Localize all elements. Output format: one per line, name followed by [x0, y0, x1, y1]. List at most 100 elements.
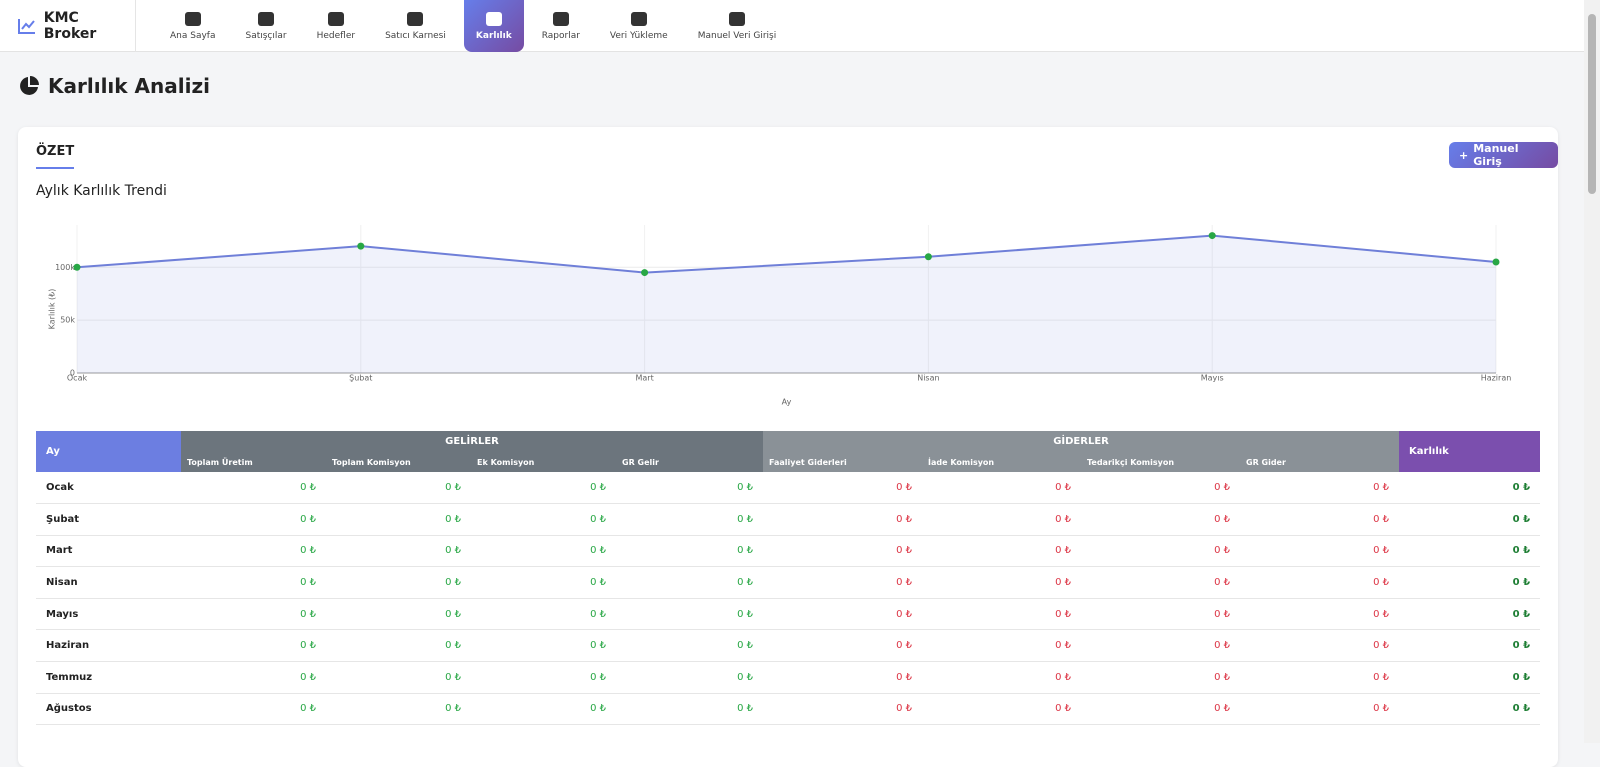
value-cell: 0 ₺	[326, 472, 471, 505]
value-cell: 0 ₺	[1240, 566, 1400, 599]
value-cell: 0 ₺	[616, 598, 763, 631]
month-cell: Şubat	[36, 503, 181, 536]
nav-item[interactable]: Karlılık	[463, 0, 524, 52]
nav-label: Manuel Veri Girişi	[697, 30, 777, 41]
value-cell: 0 ₺	[763, 598, 922, 631]
nav-items: Ana Sayfa Satışçılar Hedefler Satıcı Karnes…	[158, 0, 788, 52]
value-cell: 0 ₺	[922, 566, 1081, 599]
value-cell: 0 ₺	[471, 472, 616, 505]
manual-entry-button[interactable]: + Manuel Giriş	[1449, 142, 1558, 168]
nav-item[interactable]: Raporlar	[530, 0, 592, 52]
nav-label: Satışçılar	[245, 30, 287, 41]
value-cell: 0 ₺	[181, 503, 326, 536]
button-label: Manuel Giriş	[1473, 142, 1519, 168]
month-header: Ay	[36, 431, 181, 472]
month-cell: Nisan	[36, 566, 181, 599]
nav-label: Veri Yükleme	[609, 30, 668, 41]
nav-item[interactable]: Veri Yükleme	[598, 0, 680, 52]
y-axis-title: Karlılık (₺)	[48, 289, 57, 330]
point	[641, 269, 649, 277]
nav-label: Hedefler	[316, 30, 356, 41]
nav-item[interactable]: Hedefler	[305, 0, 367, 52]
value-cell: 0 ₺	[1399, 503, 1541, 536]
value-cell: 0 ₺	[326, 598, 471, 631]
nav-item[interactable]: Satıcı Karnesi	[373, 0, 458, 52]
value-cell: 0 ₺	[1399, 535, 1541, 568]
scrollbar[interactable]	[1584, 0, 1600, 743]
value-cell: 0 ₺	[616, 629, 763, 663]
brand-text: KMC Broker	[43, 10, 97, 42]
table-row: Mart 0 ₺ 0 ₺ 0 ₺ 0 ₺ 0 ₺ 0 ₺ 0 ₺ 0 ₺ 0 ₺	[36, 535, 1541, 568]
value-cell: 0 ₺	[181, 598, 326, 631]
column-header: Toplam Üretim	[181, 452, 326, 472]
value-cell: 0 ₺	[326, 503, 471, 536]
point	[73, 263, 81, 271]
x-tick-label: Ocak	[67, 374, 88, 383]
value-cell: 0 ₺	[616, 535, 763, 568]
tab[interactable]: ÖZET	[36, 144, 75, 169]
nav-label: Satıcı Karnesi	[385, 30, 446, 41]
sub-row: Toplam Üretim Toplam Komisyon Ek Komisyon G…	[36, 452, 1540, 472]
value-cell: 0 ₺	[1081, 629, 1240, 663]
x-tick-label: Nisan	[917, 374, 939, 383]
table-body: Ocak 0 ₺ 0 ₺ 0 ₺ 0 ₺ 0 ₺ 0 ₺ 0 ₺ 0 ₺ 0 ₺ Şubat 0 ₺ 0…	[36, 472, 1541, 726]
value-cell: 0 ₺	[922, 535, 1081, 568]
column-header: Toplam Komisyon	[326, 452, 471, 472]
scroll-thumb[interactable]	[1588, 14, 1596, 194]
nav-icon	[728, 11, 745, 26]
x-axis-title: Ay	[782, 398, 792, 407]
chart: 0 50k 100k Ocak Şubat Mart Nisan Mayıs Haziran Ay…	[48, 225, 1511, 407]
month-cell: Ocak	[36, 472, 181, 505]
month-cell: Haziran	[36, 629, 181, 663]
line	[76, 234, 1497, 274]
nav-icon	[258, 11, 275, 26]
summary-card: ÖZET + Manuel Giriş Aylık Karlılık Trendi…	[18, 127, 1558, 767]
nav-item[interactable]: Manuel Veri Girişi	[686, 0, 789, 52]
table-row: Ağustos 0 ₺ 0 ₺ 0 ₺ 0 ₺ 0 ₺ 0 ₺ 0 ₺ 0 ₺ 0 ₺	[36, 693, 1541, 726]
value-cell: 0 ₺	[326, 535, 471, 568]
profit-table: Ay GELİRLER GİDERLER Karlılık Toplam Üretim T…	[36, 431, 1541, 726]
value-cell: 0 ₺	[1399, 629, 1541, 663]
nav-icon	[407, 11, 424, 26]
month-cell: Mayıs	[36, 598, 181, 631]
value-cell: 0 ₺	[1081, 693, 1240, 726]
value-cell: 0 ₺	[922, 598, 1081, 631]
nav-label: Raporlar	[541, 30, 580, 41]
nav-icon	[184, 11, 201, 26]
table-row: Ocak 0 ₺ 0 ₺ 0 ₺ 0 ₺ 0 ₺ 0 ₺ 0 ₺ 0 ₺ 0 ₺	[36, 472, 1541, 505]
value-cell: 0 ₺	[1081, 472, 1240, 505]
value-cell: 0 ₺	[1399, 472, 1541, 505]
nav-icon	[630, 11, 647, 26]
value-cell: 0 ₺	[763, 535, 922, 568]
value-cell: 0 ₺	[326, 693, 471, 726]
value-cell: 0 ₺	[1240, 693, 1400, 726]
month-cell: Mart	[36, 535, 181, 568]
area	[77, 235, 1496, 373]
table-row: Haziran 0 ₺ 0 ₺ 0 ₺ 0 ₺ 0 ₺ 0 ₺ 0 ₺ 0 ₺ 0 ₺	[36, 629, 1541, 663]
value-cell: 0 ₺	[181, 566, 326, 599]
value-cell: 0 ₺	[326, 566, 471, 599]
value-cell: 0 ₺	[471, 566, 616, 599]
value-cell: 0 ₺	[616, 566, 763, 599]
brand[interactable]: KMC Broker	[18, 0, 136, 52]
value-cell: 0 ₺	[1081, 661, 1240, 694]
page-title-text: Karlılık Analizi	[48, 74, 210, 98]
value-cell: 0 ₺	[763, 472, 922, 505]
value-cell: 0 ₺	[181, 535, 326, 568]
nav-item[interactable]: Satışçılar	[233, 0, 298, 52]
value-cell: 0 ₺	[763, 503, 922, 536]
nav-item[interactable]: Ana Sayfa	[158, 0, 227, 52]
value-cell: 0 ₺	[181, 472, 326, 505]
y-tick-label: 50k	[60, 316, 75, 325]
nav-icon	[552, 11, 569, 26]
value-cell: 0 ₺	[1081, 566, 1240, 599]
value-cell: 0 ₺	[1240, 503, 1400, 536]
value-cell: 0 ₺	[471, 535, 616, 568]
value-cell: 0 ₺	[1399, 566, 1541, 599]
x-tick-label: Şubat	[349, 374, 372, 383]
value-cell: 0 ₺	[922, 693, 1081, 726]
month-cell: Ağustos	[36, 693, 181, 726]
group-row: Ay GELİRLER GİDERLER Karlılık	[36, 431, 1541, 472]
column-header: GR Gelir	[616, 452, 763, 472]
expense-header: GİDERLER	[763, 431, 1400, 452]
